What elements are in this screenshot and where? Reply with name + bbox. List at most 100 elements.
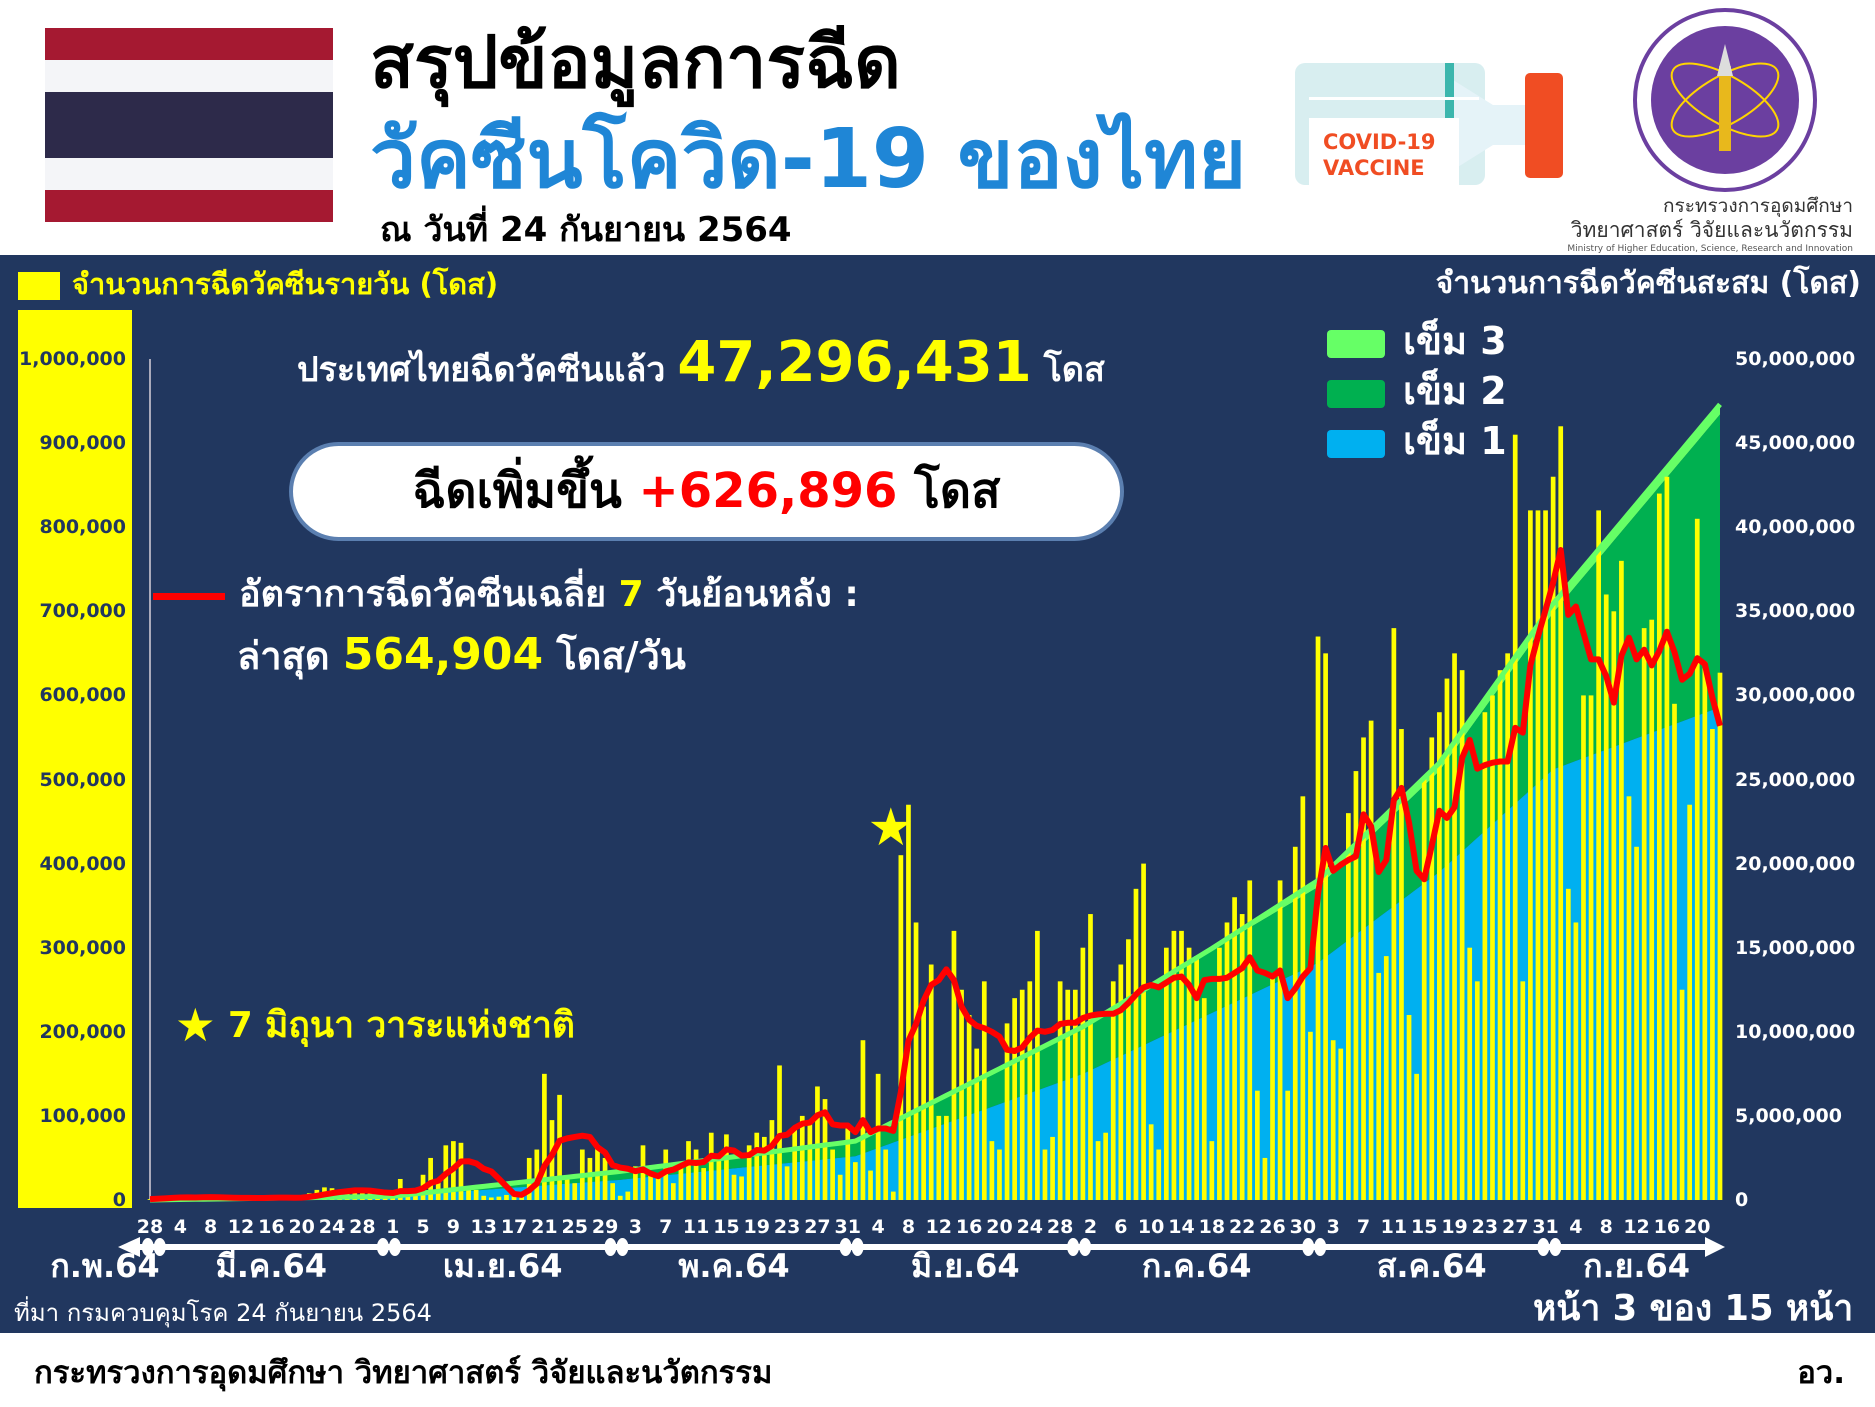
daily-bar [1603,594,1609,1200]
daily-bar [1141,863,1146,1200]
x-tick-label: 8 [1600,1216,1613,1238]
daily-bar [1406,1014,1412,1200]
report-date: ณ วันที่ 24 กันยายน 2564 [380,210,792,250]
daily-bar [1467,947,1473,1200]
daily-bar [564,1178,570,1200]
daily-bar [830,1149,835,1200]
daily-bar [792,1128,798,1200]
legend-dose2: เข็ม 2 [1327,368,1507,414]
daily-bar [1558,426,1564,1200]
daily-bar [1095,1141,1101,1200]
daily-bar [1414,1073,1419,1200]
daily-bar [1437,712,1442,1200]
daily-bar [769,1120,775,1200]
right-tick-label: 40,000,000 [1735,516,1856,539]
left-tick-label: 400,000 [39,852,126,875]
x-tick-label: 28 [349,1216,375,1238]
x-tick-label: 22 [1229,1216,1255,1238]
x-tick-label: 30 [1290,1216,1316,1238]
latest-avg-value: 564,904 [342,629,544,680]
star-marker-icon: ★ [868,798,915,858]
x-tick-label: 23 [1472,1216,1498,1238]
daily-bar [1353,771,1359,1200]
right-tick-label: 0 [1735,1189,1749,1211]
daily-bar [837,1174,843,1200]
daily-bar [1702,661,1708,1200]
daily-bar [928,964,934,1200]
daily-bar [617,1195,623,1200]
x-tick-label: 11 [683,1216,709,1238]
x-tick-label: 24 [1017,1216,1043,1238]
daily-bar [655,1176,661,1200]
dose3-line [149,402,1722,1203]
daily-bar [1019,989,1025,1200]
x-tick-label: 16 [956,1216,982,1238]
month-separator-dot [1549,1238,1562,1256]
daily-bar [853,1162,858,1200]
daily-bar [1209,1141,1215,1200]
x-tick-label: 20 [288,1216,314,1238]
daily-bar [1292,846,1298,1200]
daily-bar [648,1174,653,1200]
ministry-name-en: Ministry of Higher Education, Science, R… [1567,244,1853,254]
x-tick-label: 12 [1623,1216,1649,1238]
x-tick-label: 28 [1047,1216,1073,1238]
daily-bar [1512,434,1518,1200]
legend-dose1: เข็ม 1 [1327,418,1507,464]
daily-bar [951,930,957,1200]
daily-bar [1080,947,1086,1200]
daily-bar [1717,672,1723,1200]
daily-bar [1679,989,1685,1200]
left-tick-label: 100,000 [39,1104,126,1127]
daily-bar [921,1006,926,1200]
x-tick-label: 27 [1502,1216,1528,1238]
daily-bar [496,1196,502,1200]
title-line2: วัคซีนโควิด-19 ของไทย [370,112,1247,207]
daily-bar [731,1174,737,1200]
daily-bar [761,1136,767,1200]
annotation-national-agenda: ★ 7 มิถุนา วาระแห่งชาติ [175,998,575,1052]
daily-bar [1179,930,1184,1200]
avg-legend: อัตราการฉีดวัคซีนเฉลี่ย 7 วันย้อนหลัง : [153,572,859,618]
daily-bar [746,1145,752,1200]
daily-legend-swatch [18,272,60,300]
daily-bar [678,1166,684,1200]
daily-bar [1247,880,1253,1200]
daily-bar [466,1187,471,1200]
daily-bar [1224,922,1230,1200]
left-tick-label: 300,000 [39,936,126,959]
daily-bar [610,1183,616,1200]
month-label: มี.ค.64 [216,1247,327,1285]
daily-bar [822,1099,828,1200]
month-separator-dot [153,1238,166,1256]
daily-bar [883,1149,889,1200]
daily-bar [1376,972,1382,1200]
month-label: ก.พ.64 [50,1247,159,1285]
x-tick-label: 4 [1569,1216,1582,1238]
arrow-left-icon [118,1237,140,1257]
x-tick-label: 27 [804,1216,830,1238]
daily-bar [534,1149,540,1200]
daily-bar [1118,964,1124,1200]
daily-bar [1528,510,1533,1200]
daily-bar [913,922,919,1200]
x-tick-label: 31 [1532,1216,1558,1238]
x-tick-label: 24 [319,1216,345,1238]
daily-bar [1065,989,1071,1200]
daily-bar [1383,956,1389,1200]
daily-bar [1429,737,1435,1200]
daily-bar [1497,670,1503,1200]
total-doses-headline: ประเทศไทยฉีดวัคซีนแล้ว 47,296,431 โดส [297,330,1105,395]
x-tick-label: 20 [1684,1216,1710,1238]
vaccine-vial-icon: COVID-19 VACCINE [1295,55,1565,190]
x-tick-label: 10 [1138,1216,1164,1238]
daily-bar [602,1157,608,1200]
daily-bar [1573,922,1579,1200]
daily-bar [693,1149,699,1200]
daily-bar [1596,510,1601,1200]
month-label: ส.ค.64 [1377,1247,1487,1285]
daily-bar [488,1197,494,1200]
daily-bar [1012,998,1017,1200]
x-tick-label: 6 [1114,1216,1127,1238]
daily-bar [966,1014,972,1200]
